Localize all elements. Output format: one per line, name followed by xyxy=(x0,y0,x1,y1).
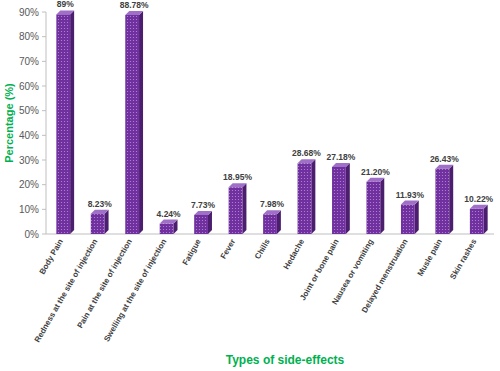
data-label: 27.18% xyxy=(327,152,356,162)
bar-top xyxy=(366,178,384,182)
y-tick xyxy=(42,209,46,210)
y-tick xyxy=(42,184,46,185)
bar xyxy=(263,214,277,234)
data-label: 10.22% xyxy=(464,194,493,204)
bar-top xyxy=(332,163,350,167)
x-tick-label: Swelling at the site of injection xyxy=(102,237,168,343)
bar-top xyxy=(229,183,247,187)
bar xyxy=(435,169,449,234)
bar xyxy=(125,15,139,234)
bar xyxy=(332,167,346,234)
data-label: 7.73% xyxy=(191,200,216,210)
y-tick xyxy=(42,110,46,111)
data-label: 89% xyxy=(57,0,74,9)
data-label: 11.93% xyxy=(396,190,425,200)
y-tick xyxy=(42,61,46,62)
y-tick-label: 10% xyxy=(19,204,39,215)
y-tick xyxy=(42,234,46,235)
data-label: 28.68% xyxy=(292,148,321,158)
x-tick-label: Chills xyxy=(253,237,272,261)
bar-side xyxy=(105,210,109,234)
bar-side xyxy=(70,10,74,234)
x-tick-label: Body Pain xyxy=(38,237,65,275)
data-label: 8.23% xyxy=(88,199,113,209)
bar-top xyxy=(56,10,74,14)
x-tick-label: Fever xyxy=(219,237,237,260)
bar-top xyxy=(298,159,316,163)
bar-side xyxy=(346,163,350,234)
bar-side xyxy=(277,210,281,234)
y-tick-label: 80% xyxy=(19,31,39,42)
y-axis-title: Percentage (%) xyxy=(3,83,15,163)
bar-top xyxy=(125,11,143,15)
y-tick xyxy=(42,36,46,37)
bar-side xyxy=(380,178,384,234)
y-tick xyxy=(42,86,46,87)
data-label: 18.95% xyxy=(223,172,252,182)
bar-top xyxy=(470,205,488,209)
bar xyxy=(229,187,243,234)
bar-top xyxy=(160,220,178,224)
x-tick-label: Musle pain xyxy=(416,237,445,277)
bar-top xyxy=(401,201,419,205)
bar-side xyxy=(415,201,419,234)
bar-side xyxy=(242,183,246,234)
data-label: 21.20% xyxy=(361,167,390,177)
x-axis-title: Types of side-effects xyxy=(226,353,345,367)
x-tick-label: Fatigue xyxy=(181,237,203,267)
bar xyxy=(401,205,415,234)
bar xyxy=(56,14,70,234)
bar xyxy=(91,214,105,234)
x-tick-label: Skin rashes xyxy=(448,237,479,281)
bar-side xyxy=(139,11,143,234)
bar-side xyxy=(449,165,453,234)
data-label: 88.78% xyxy=(120,0,149,10)
x-tick-label: Hedache xyxy=(282,237,307,271)
y-tick-label: 20% xyxy=(19,179,39,190)
bar xyxy=(366,182,380,234)
y-axis xyxy=(46,12,47,234)
y-tick-label: 30% xyxy=(19,155,39,166)
bar-top xyxy=(263,210,281,214)
y-tick-label: 90% xyxy=(19,7,39,18)
x-tick-label: Joint or bone pain xyxy=(298,237,341,302)
bar-side xyxy=(484,205,488,234)
bar xyxy=(298,163,312,234)
x-tick-label: Delayed menstruation xyxy=(360,237,410,314)
data-label: 26.43% xyxy=(430,154,459,164)
bar-side xyxy=(311,159,315,234)
bar-top xyxy=(194,211,212,215)
chart: 0% 10% 20% 30% 40% 50% 60% 70% 80% 90% 89% 8.23% 88.… xyxy=(0,0,500,371)
bars xyxy=(56,10,487,234)
bar-top xyxy=(435,165,453,169)
y-tick xyxy=(42,12,46,13)
y-tick-label: 60% xyxy=(19,81,39,92)
bar xyxy=(160,224,174,234)
bar-top xyxy=(91,210,109,214)
bar xyxy=(470,209,484,234)
data-label: 7.98% xyxy=(260,199,285,209)
y-tick-label: 0% xyxy=(25,229,40,240)
y-tick-label: 50% xyxy=(19,105,39,116)
bar xyxy=(194,215,208,234)
y-tick-label: 70% xyxy=(19,56,39,67)
data-label: 4.24% xyxy=(157,209,182,219)
y-tick xyxy=(42,135,46,136)
bar-side xyxy=(208,211,212,234)
y-tick xyxy=(42,160,46,161)
y-tick-label: 40% xyxy=(19,130,39,141)
x-tick-label: Redness at the site of injection xyxy=(33,237,100,344)
